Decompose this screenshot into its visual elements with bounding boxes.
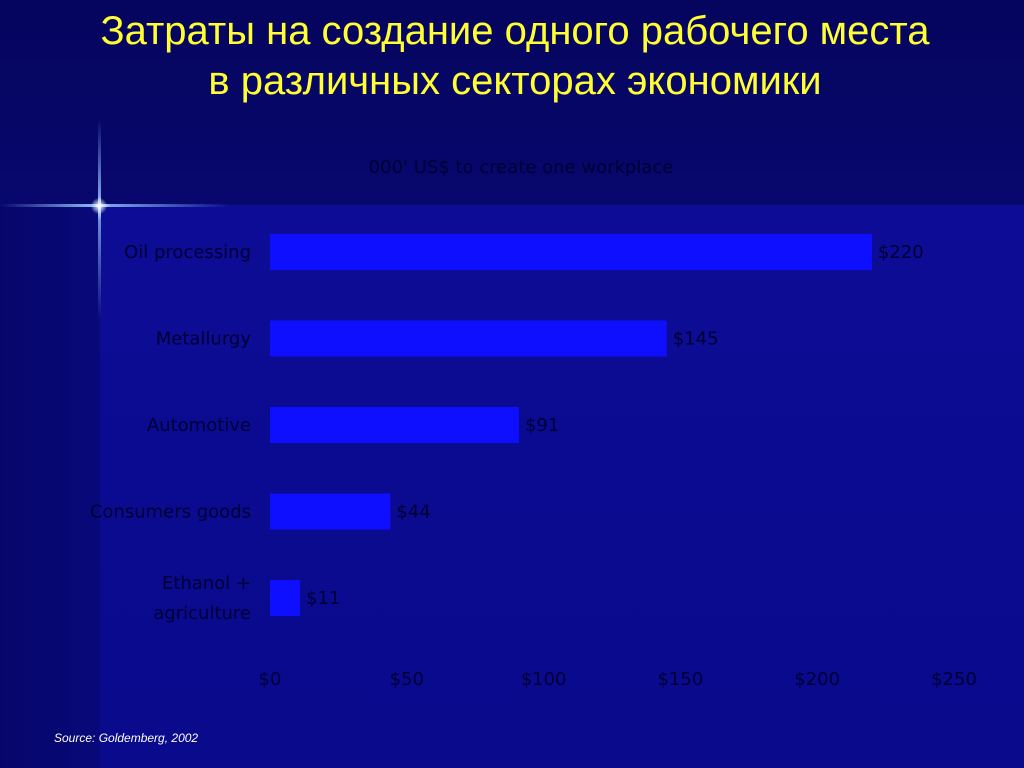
category-label-ethanol-agriculture: Ethanol + agriculture [153, 573, 251, 624]
data-label-consumers-goods: $44 [396, 502, 430, 523]
x-tick-label: $150 [657, 669, 703, 690]
x-tick-label: $0 [259, 669, 282, 690]
chart-title: 000' US$ to create one workplace [369, 157, 674, 178]
x-tick-label: $200 [794, 669, 840, 690]
bar-ethanol-agriculture [270, 580, 301, 616]
lens-flare-vertical [98, 120, 101, 320]
lens-flare-core [91, 198, 107, 214]
x-tick-label: $100 [521, 669, 567, 690]
bars-layer [270, 234, 872, 616]
data-label-automotive: $91 [525, 415, 559, 436]
category-label-automotive: Automotive [147, 415, 251, 436]
lens-flare-horizontal [0, 204, 230, 207]
slide-title: Затраты на создание одного рабочего мест… [20, 6, 1010, 106]
category-label-consumers-goods: Consumers goods [90, 502, 251, 523]
bar-consumers-goods [270, 493, 391, 530]
left-band-background [0, 205, 100, 768]
data-label-metallurgy: $145 [673, 329, 719, 350]
data-label-ethanol-agriculture: $11 [306, 588, 340, 609]
category-label-oil-processing: Oil processing [124, 242, 251, 263]
bar-metallurgy [270, 320, 667, 357]
header-background [0, 0, 1024, 205]
data-labels: $220 $145 $91 $44 $11 [306, 242, 924, 609]
x-axis-ticks: $0 $50 $100 $150 $200 $250 [259, 669, 977, 690]
slide-title-line-2: в различных секторах экономики [208, 59, 822, 103]
chart-background [100, 205, 1024, 768]
bar-automotive [270, 407, 519, 443]
source-note: Source: Goldemberg, 2002 [54, 731, 199, 745]
category-labels: Oil processing Metallurgy Automotive Consum… [90, 242, 251, 624]
x-tick-label: $250 [931, 669, 977, 690]
bar-oil-processing [270, 234, 872, 270]
x-tick-label: $50 [390, 669, 424, 690]
category-label-metallurgy: Metallurgy [156, 329, 252, 350]
data-label-oil-processing: $220 [878, 242, 924, 263]
slide-title-line-1: Затраты на создание одного рабочего мест… [100, 9, 930, 53]
